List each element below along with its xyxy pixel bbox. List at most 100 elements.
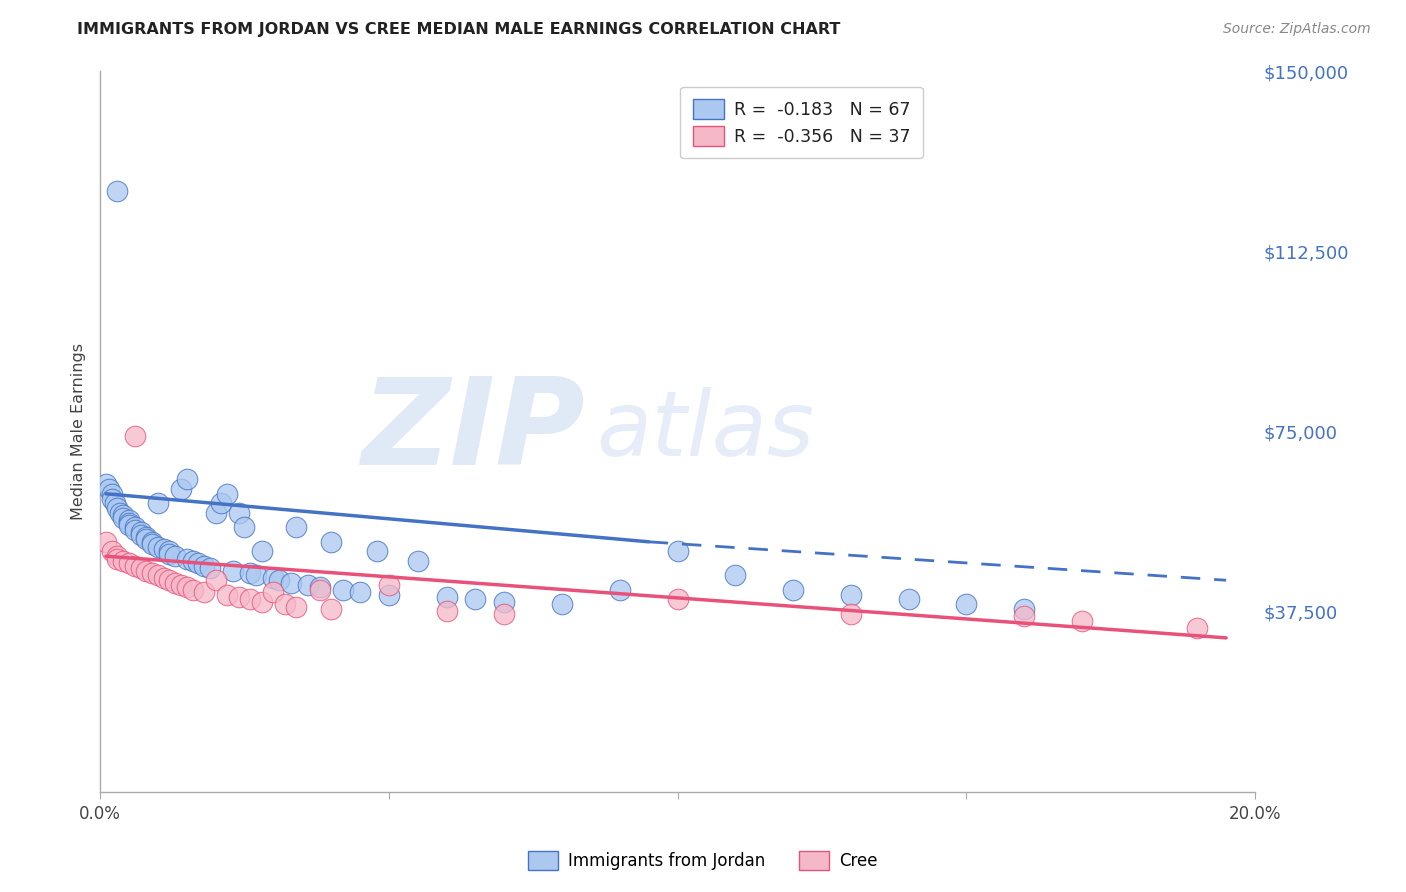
Point bbox=[107, 501, 129, 516]
Point bbox=[239, 566, 262, 580]
Point bbox=[1070, 614, 1092, 628]
Point bbox=[193, 558, 215, 573]
Point bbox=[1012, 609, 1035, 624]
Point bbox=[112, 554, 135, 568]
Point bbox=[112, 508, 135, 523]
Point bbox=[100, 487, 122, 501]
Point bbox=[464, 592, 486, 607]
Text: Source: ZipAtlas.com: Source: ZipAtlas.com bbox=[1223, 22, 1371, 37]
Point bbox=[94, 477, 117, 491]
Point bbox=[107, 184, 129, 198]
Point bbox=[332, 582, 354, 597]
Point bbox=[666, 592, 689, 607]
Point bbox=[204, 573, 226, 587]
Legend: R =  -0.183   N = 67, R =  -0.356   N = 37: R = -0.183 N = 67, R = -0.356 N = 37 bbox=[681, 87, 922, 158]
Point bbox=[955, 597, 977, 611]
Point bbox=[124, 429, 146, 443]
Point bbox=[94, 534, 117, 549]
Point bbox=[436, 590, 458, 604]
Point bbox=[165, 575, 187, 590]
Point bbox=[782, 582, 804, 597]
Point bbox=[97, 482, 120, 496]
Point bbox=[176, 472, 198, 486]
Point bbox=[135, 533, 157, 547]
Point bbox=[103, 496, 125, 510]
Text: atlas: atlas bbox=[596, 387, 814, 475]
Point bbox=[250, 595, 273, 609]
Text: ZIP: ZIP bbox=[361, 373, 585, 490]
Point bbox=[204, 506, 226, 520]
Point bbox=[308, 581, 330, 595]
Point bbox=[118, 516, 141, 530]
Point bbox=[319, 534, 342, 549]
Point bbox=[839, 588, 862, 602]
Point bbox=[107, 551, 129, 566]
Point bbox=[141, 534, 163, 549]
Point bbox=[176, 581, 198, 595]
Point bbox=[100, 544, 122, 558]
Point bbox=[112, 510, 135, 524]
Point bbox=[285, 520, 308, 534]
Point bbox=[146, 540, 169, 554]
Point bbox=[217, 487, 239, 501]
Point bbox=[198, 561, 221, 575]
Point bbox=[897, 592, 920, 607]
Point bbox=[233, 520, 256, 534]
Point bbox=[141, 537, 163, 551]
Point bbox=[209, 496, 232, 510]
Point bbox=[274, 597, 297, 611]
Point bbox=[141, 566, 163, 580]
Point bbox=[1012, 602, 1035, 616]
Point bbox=[839, 607, 862, 621]
Point bbox=[724, 568, 747, 582]
Point bbox=[124, 520, 146, 534]
Point bbox=[135, 530, 157, 544]
Point bbox=[129, 561, 152, 575]
Point bbox=[297, 578, 319, 592]
Point bbox=[436, 604, 458, 618]
Legend: Immigrants from Jordan, Cree: Immigrants from Jordan, Cree bbox=[522, 844, 884, 877]
Point bbox=[170, 578, 193, 592]
Point bbox=[146, 568, 169, 582]
Point bbox=[378, 578, 401, 592]
Point bbox=[193, 585, 215, 599]
Point bbox=[319, 602, 342, 616]
Point bbox=[1187, 621, 1209, 635]
Point bbox=[262, 571, 284, 585]
Point bbox=[146, 496, 169, 510]
Point bbox=[157, 544, 180, 558]
Point bbox=[280, 575, 302, 590]
Point bbox=[494, 607, 516, 621]
Point bbox=[157, 547, 180, 561]
Point bbox=[269, 573, 291, 587]
Point bbox=[118, 513, 141, 527]
Point bbox=[129, 525, 152, 540]
Point bbox=[366, 544, 388, 558]
Point bbox=[349, 585, 371, 599]
Point bbox=[152, 571, 174, 585]
Point bbox=[129, 527, 152, 541]
Point bbox=[551, 597, 574, 611]
Point bbox=[217, 588, 239, 602]
Point bbox=[406, 554, 429, 568]
Point bbox=[666, 544, 689, 558]
Point bbox=[262, 585, 284, 599]
Point bbox=[170, 482, 193, 496]
Point bbox=[494, 595, 516, 609]
Point bbox=[157, 573, 180, 587]
Point bbox=[152, 541, 174, 556]
Point bbox=[181, 582, 204, 597]
Point bbox=[110, 506, 132, 520]
Point bbox=[124, 523, 146, 537]
Point bbox=[228, 590, 250, 604]
Point bbox=[124, 558, 146, 573]
Point bbox=[135, 564, 157, 578]
Text: IMMIGRANTS FROM JORDAN VS CREE MEDIAN MALE EARNINGS CORRELATION CHART: IMMIGRANTS FROM JORDAN VS CREE MEDIAN MA… bbox=[77, 22, 841, 37]
Point bbox=[181, 554, 204, 568]
Point bbox=[222, 564, 245, 578]
Point bbox=[100, 491, 122, 506]
Point bbox=[118, 557, 141, 571]
Point bbox=[165, 549, 187, 564]
Point bbox=[250, 544, 273, 558]
Y-axis label: Median Male Earnings: Median Male Earnings bbox=[72, 343, 86, 520]
